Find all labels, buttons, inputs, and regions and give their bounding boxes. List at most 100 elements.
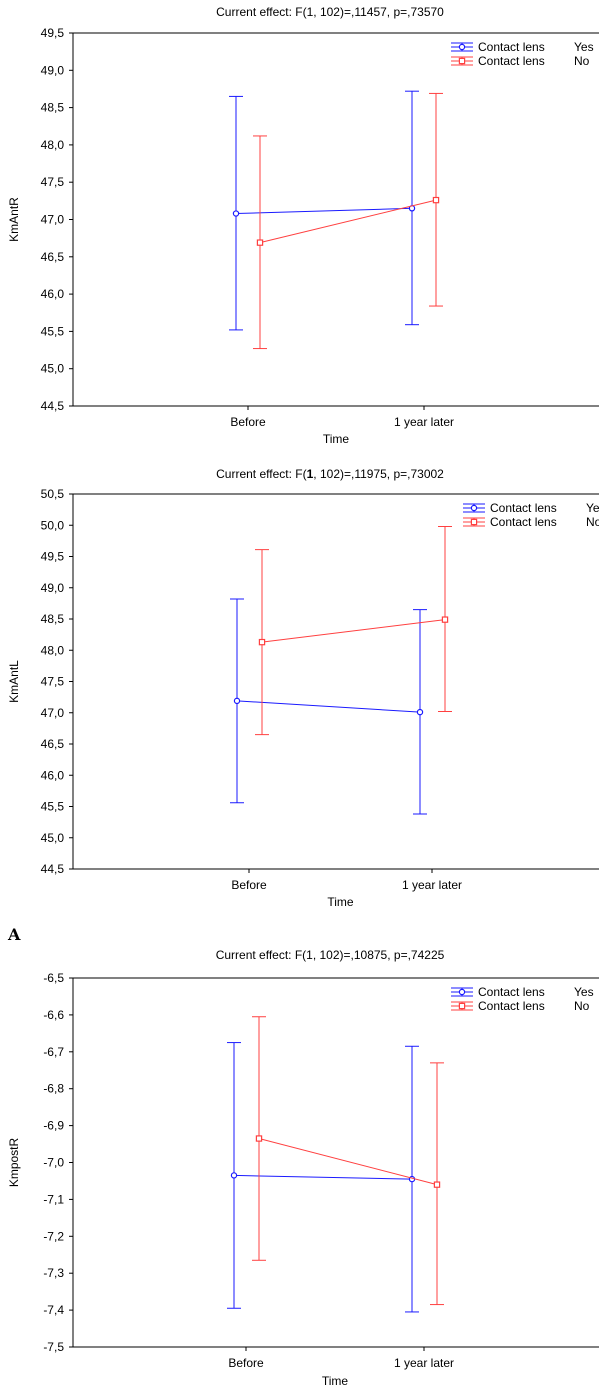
y-tick-label: 48,0 bbox=[41, 643, 65, 657]
y-tick-label: 49,5 bbox=[41, 550, 65, 564]
y-axis-label: KmpostR bbox=[7, 1137, 21, 1187]
legend-label: Contact lens bbox=[490, 515, 557, 529]
y-tick-label: 45,0 bbox=[41, 831, 65, 845]
legend-entry: Contact lens No bbox=[463, 515, 599, 529]
legend-label: Contact lens bbox=[478, 999, 545, 1013]
data-point bbox=[432, 196, 440, 204]
series-line bbox=[235, 207, 413, 215]
legend-entry: Contact lens Yes bbox=[451, 40, 594, 54]
data-point bbox=[256, 239, 264, 246]
panel-letter: A bbox=[8, 925, 21, 944]
y-tick-label: 44,5 bbox=[41, 862, 65, 876]
y-tick-label: 48,0 bbox=[41, 138, 65, 152]
y-tick-label: 48,5 bbox=[41, 612, 65, 626]
x-tick-label: 1 year later bbox=[402, 878, 462, 892]
legend-label: Contact lens bbox=[478, 40, 545, 54]
y-tick-label: 46,5 bbox=[41, 737, 65, 751]
y-tick-label: -7,3 bbox=[43, 1266, 64, 1280]
y-tick-label: 45,5 bbox=[41, 800, 65, 814]
legend-entry: Contact lens Yes bbox=[463, 501, 599, 515]
legend-entry: Contact lens No bbox=[451, 999, 590, 1013]
chart-title-part: , 102)=,11975, p=,73002 bbox=[313, 467, 444, 481]
y-tick-label: -6,7 bbox=[43, 1045, 64, 1059]
y-tick-label: -7,5 bbox=[43, 1340, 64, 1354]
data-point bbox=[255, 1135, 263, 1142]
series-line bbox=[259, 199, 437, 244]
data-point bbox=[258, 638, 266, 646]
data-point bbox=[232, 210, 240, 217]
x-axis-label: Time bbox=[327, 895, 354, 909]
legend-label: Contact lens bbox=[478, 985, 545, 999]
x-axis-label: Time bbox=[322, 1374, 349, 1388]
y-tick-label: -6,8 bbox=[43, 1082, 64, 1096]
x-tick-label: Before bbox=[231, 878, 267, 892]
legend-level: No bbox=[574, 54, 590, 68]
chart-panel-kmantl: Current effect: F(1, 102)=,11975, p=,730… bbox=[0, 465, 599, 920]
y-tick-label: -6,5 bbox=[43, 971, 64, 985]
y-tick-label: 47,5 bbox=[41, 675, 65, 689]
y-axis-label: KmAntL bbox=[7, 660, 21, 703]
chart-kmantl: Current effect: F(1, 102)=,11975, p=,730… bbox=[7, 467, 599, 909]
legend-marker bbox=[470, 504, 478, 512]
chart-panel-kmantr: Current effect: F(1, 102)=,11457, p=,735… bbox=[0, 0, 599, 455]
y-tick-label: 47,5 bbox=[41, 175, 65, 189]
data-point bbox=[416, 708, 424, 716]
data-point bbox=[441, 616, 449, 623]
legend-label: Contact lens bbox=[490, 501, 557, 515]
y-tick-label: 46,0 bbox=[41, 768, 65, 782]
legend-level: Yes bbox=[574, 985, 594, 999]
y-tick-label: 44,5 bbox=[41, 399, 65, 413]
legend-marker bbox=[458, 43, 466, 51]
y-tick-label: 47,0 bbox=[41, 213, 65, 227]
chart-title: Current effect: F(1, 102)=,11975, p=,730… bbox=[216, 467, 444, 481]
y-tick-label: -7,1 bbox=[43, 1192, 64, 1206]
y-tick-label: 46,0 bbox=[41, 287, 65, 301]
y-tick-label: 47,0 bbox=[41, 706, 65, 720]
y-tick-label: 48,5 bbox=[41, 101, 65, 115]
data-point bbox=[230, 1172, 238, 1179]
y-tick-label: 49,0 bbox=[41, 581, 65, 595]
legend-entry: Contact lens Yes bbox=[451, 985, 594, 999]
series-line bbox=[236, 700, 421, 713]
x-axis-label: Time bbox=[323, 432, 350, 446]
y-tick-label: -7,2 bbox=[43, 1229, 64, 1243]
legend-marker bbox=[470, 518, 478, 526]
y-tick-label: 45,5 bbox=[41, 324, 65, 338]
y-tick-label: 45,0 bbox=[41, 362, 65, 376]
y-tick-label: -7,4 bbox=[43, 1303, 64, 1317]
chart-title-part: Current effect: F( bbox=[216, 467, 306, 481]
legend-label: Contact lens bbox=[478, 54, 545, 68]
chart-kmpostr: Current effect: F(1, 102)=,10875, p=,742… bbox=[7, 948, 599, 1388]
legend-marker bbox=[458, 988, 466, 996]
legend-level: Yes bbox=[574, 40, 594, 54]
series-line bbox=[233, 1174, 413, 1180]
x-tick-label: 1 year later bbox=[394, 1356, 454, 1370]
chart-title-part: 1 bbox=[307, 467, 314, 481]
chart-title: Current effect: F(1, 102)=,10875, p=,742… bbox=[216, 948, 445, 962]
y-tick-label: 50,5 bbox=[41, 487, 65, 501]
y-axis-label: KmAntR bbox=[7, 197, 21, 242]
legend-entry: Contact lens No bbox=[451, 54, 590, 68]
legend-marker bbox=[458, 57, 466, 65]
y-tick-label: 49,0 bbox=[41, 63, 65, 77]
chart-kmantr: Current effect: F(1, 102)=,11457, p=,735… bbox=[7, 5, 599, 446]
y-tick-label: 50,0 bbox=[41, 518, 65, 532]
series-line bbox=[261, 619, 446, 643]
data-point bbox=[233, 697, 241, 705]
y-tick-label: 49,5 bbox=[41, 26, 65, 40]
x-tick-label: Before bbox=[228, 1356, 264, 1370]
chart-title: Current effect: F(1, 102)=,11457, p=,735… bbox=[216, 5, 444, 19]
series-line bbox=[258, 1138, 438, 1186]
y-tick-label: -6,6 bbox=[43, 1008, 64, 1022]
chart-panel-kmpostr: Current effect: F(1, 102)=,10875, p=,742… bbox=[0, 945, 599, 1393]
y-tick-label: -7,0 bbox=[43, 1156, 64, 1170]
legend-level: Yes bbox=[586, 501, 599, 515]
y-tick-label: 46,5 bbox=[41, 250, 65, 264]
data-point bbox=[433, 1181, 441, 1188]
x-tick-label: Before bbox=[230, 415, 266, 429]
y-tick-label: -6,9 bbox=[43, 1119, 64, 1133]
x-tick-label: 1 year later bbox=[394, 415, 454, 429]
legend-level: No bbox=[574, 999, 590, 1013]
legend-level: No bbox=[586, 515, 599, 529]
legend-marker bbox=[458, 1002, 466, 1010]
